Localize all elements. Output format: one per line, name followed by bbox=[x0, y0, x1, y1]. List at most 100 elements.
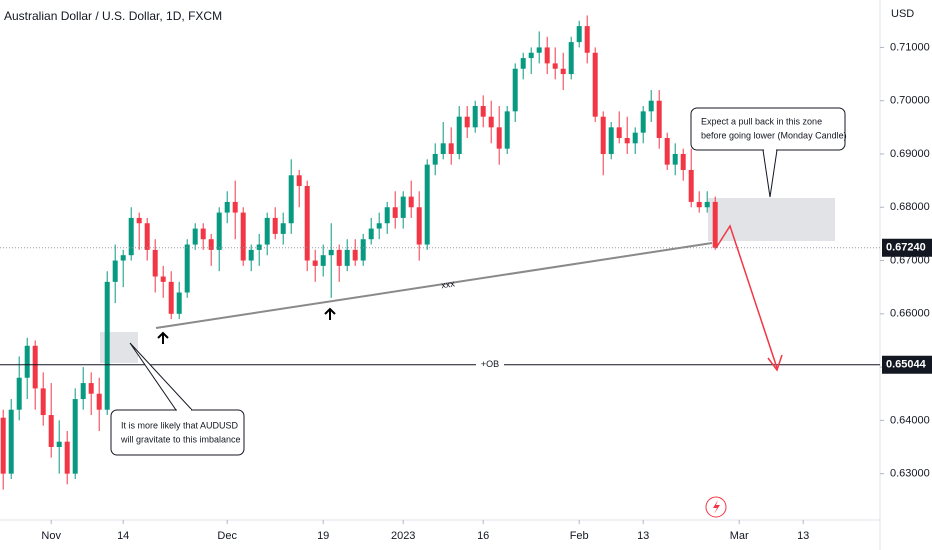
candle-body bbox=[480, 106, 486, 117]
candle-body bbox=[584, 26, 590, 53]
x-tick-label: 13 bbox=[797, 530, 809, 542]
callout-box bbox=[110, 409, 245, 456]
candle-body bbox=[280, 223, 286, 234]
candle-body bbox=[560, 68, 566, 75]
y-tick-label: 0.63000 bbox=[890, 468, 930, 480]
candle-body bbox=[24, 345, 30, 378]
y-tick-label: 0.69000 bbox=[890, 148, 930, 160]
x-tick-label: Feb bbox=[570, 530, 589, 542]
currency-label: USD bbox=[891, 8, 914, 20]
candle-body bbox=[56, 441, 62, 448]
pullback-zone bbox=[708, 198, 835, 241]
candle-body bbox=[272, 217, 278, 234]
candle-body bbox=[712, 201, 718, 248]
candle-body bbox=[648, 100, 654, 112]
candle-body bbox=[48, 415, 54, 448]
chart-title: Australian Dollar / U.S. Dollar, 1D, FXC… bbox=[4, 9, 222, 23]
candle-body bbox=[328, 249, 334, 256]
trendline-label: xxx bbox=[440, 278, 455, 290]
candle-body bbox=[8, 409, 14, 474]
candle-body bbox=[440, 143, 446, 154]
y-tick-label: 0.66000 bbox=[890, 308, 930, 320]
last-price-box bbox=[882, 238, 932, 257]
candle-body bbox=[640, 111, 646, 133]
candle-body bbox=[568, 42, 574, 75]
y-tick-label: 0.67000 bbox=[890, 254, 930, 266]
candle-body bbox=[664, 137, 670, 165]
candle-body bbox=[616, 127, 622, 138]
candle-body bbox=[456, 116, 462, 154]
candle-body bbox=[608, 127, 614, 154]
y-tick-label: 0.68000 bbox=[890, 201, 930, 213]
trendline bbox=[155, 242, 713, 329]
candle-body bbox=[696, 201, 702, 208]
candle-body bbox=[88, 383, 94, 394]
up-arrow bbox=[157, 331, 169, 344]
candle-body bbox=[224, 201, 230, 213]
x-tick-label: 16 bbox=[477, 530, 489, 542]
candle-body bbox=[128, 217, 134, 256]
x-tick-label: 13 bbox=[637, 530, 649, 542]
candle-body bbox=[624, 137, 630, 144]
candle-body bbox=[448, 143, 454, 154]
candle-body bbox=[160, 276, 166, 282]
candle-body bbox=[368, 228, 374, 240]
candle-body bbox=[688, 169, 694, 202]
candle-body bbox=[240, 212, 246, 261]
candle-body bbox=[80, 383, 86, 400]
candle-body bbox=[512, 68, 518, 112]
candle-body bbox=[256, 244, 262, 250]
candle-body bbox=[176, 292, 182, 314]
candle-body bbox=[576, 26, 582, 43]
candle-body bbox=[488, 116, 494, 128]
candle-body bbox=[104, 281, 110, 410]
candle-body bbox=[552, 63, 558, 69]
ob-label-bg bbox=[476, 358, 504, 371]
candle-body bbox=[168, 281, 174, 314]
drawings: xxx Expect a pull back in this zone befo… bbox=[110, 107, 847, 518]
candle-body bbox=[344, 249, 350, 266]
candle-body bbox=[352, 249, 358, 261]
candle-body bbox=[112, 260, 118, 282]
x-tick-label: 14 bbox=[117, 530, 129, 542]
last-price-label: 0.67240 bbox=[886, 242, 926, 254]
candle-body bbox=[680, 153, 686, 170]
ob-label: +OB bbox=[481, 359, 499, 369]
candle-body bbox=[672, 153, 678, 165]
candle-body bbox=[248, 249, 254, 261]
candle-body bbox=[536, 47, 542, 53]
plot: +OB bbox=[0, 15, 880, 490]
candle-body bbox=[400, 196, 406, 218]
candle-body bbox=[216, 212, 222, 250]
candle-body bbox=[336, 249, 342, 266]
candle-body bbox=[472, 106, 478, 128]
candle-body bbox=[64, 441, 70, 474]
candle-body bbox=[16, 377, 22, 410]
candle-body bbox=[504, 111, 510, 149]
candle-body bbox=[424, 164, 430, 245]
candle-body bbox=[192, 228, 198, 245]
candle-body bbox=[304, 185, 310, 261]
callout-text: before going lower (Monday Candle) bbox=[701, 130, 847, 140]
callout-text: Expect a pull back in this zone bbox=[701, 116, 822, 126]
candle-body bbox=[264, 217, 270, 245]
candle-body bbox=[0, 417, 6, 474]
callout-text: will gravitate to this imbalance bbox=[120, 434, 241, 444]
ob-price-label: 0.65044 bbox=[886, 359, 927, 371]
forecast-arrowhead bbox=[767, 354, 783, 372]
x-tick-label: Nov bbox=[41, 530, 61, 542]
y-tick-label: 0.64000 bbox=[890, 414, 930, 426]
candle-body bbox=[408, 196, 414, 208]
candle-body bbox=[704, 201, 710, 208]
events-icon-bolt bbox=[713, 500, 720, 514]
ob-price-box bbox=[882, 355, 932, 374]
candle-body bbox=[32, 345, 38, 389]
candle-body bbox=[232, 201, 238, 213]
candle-body bbox=[600, 116, 606, 154]
callout-text: It is more likely that AUDUSD bbox=[121, 420, 239, 430]
candle-body bbox=[496, 127, 502, 149]
candle-body bbox=[320, 255, 326, 266]
candle-body bbox=[384, 207, 390, 224]
candle-body bbox=[208, 239, 214, 250]
